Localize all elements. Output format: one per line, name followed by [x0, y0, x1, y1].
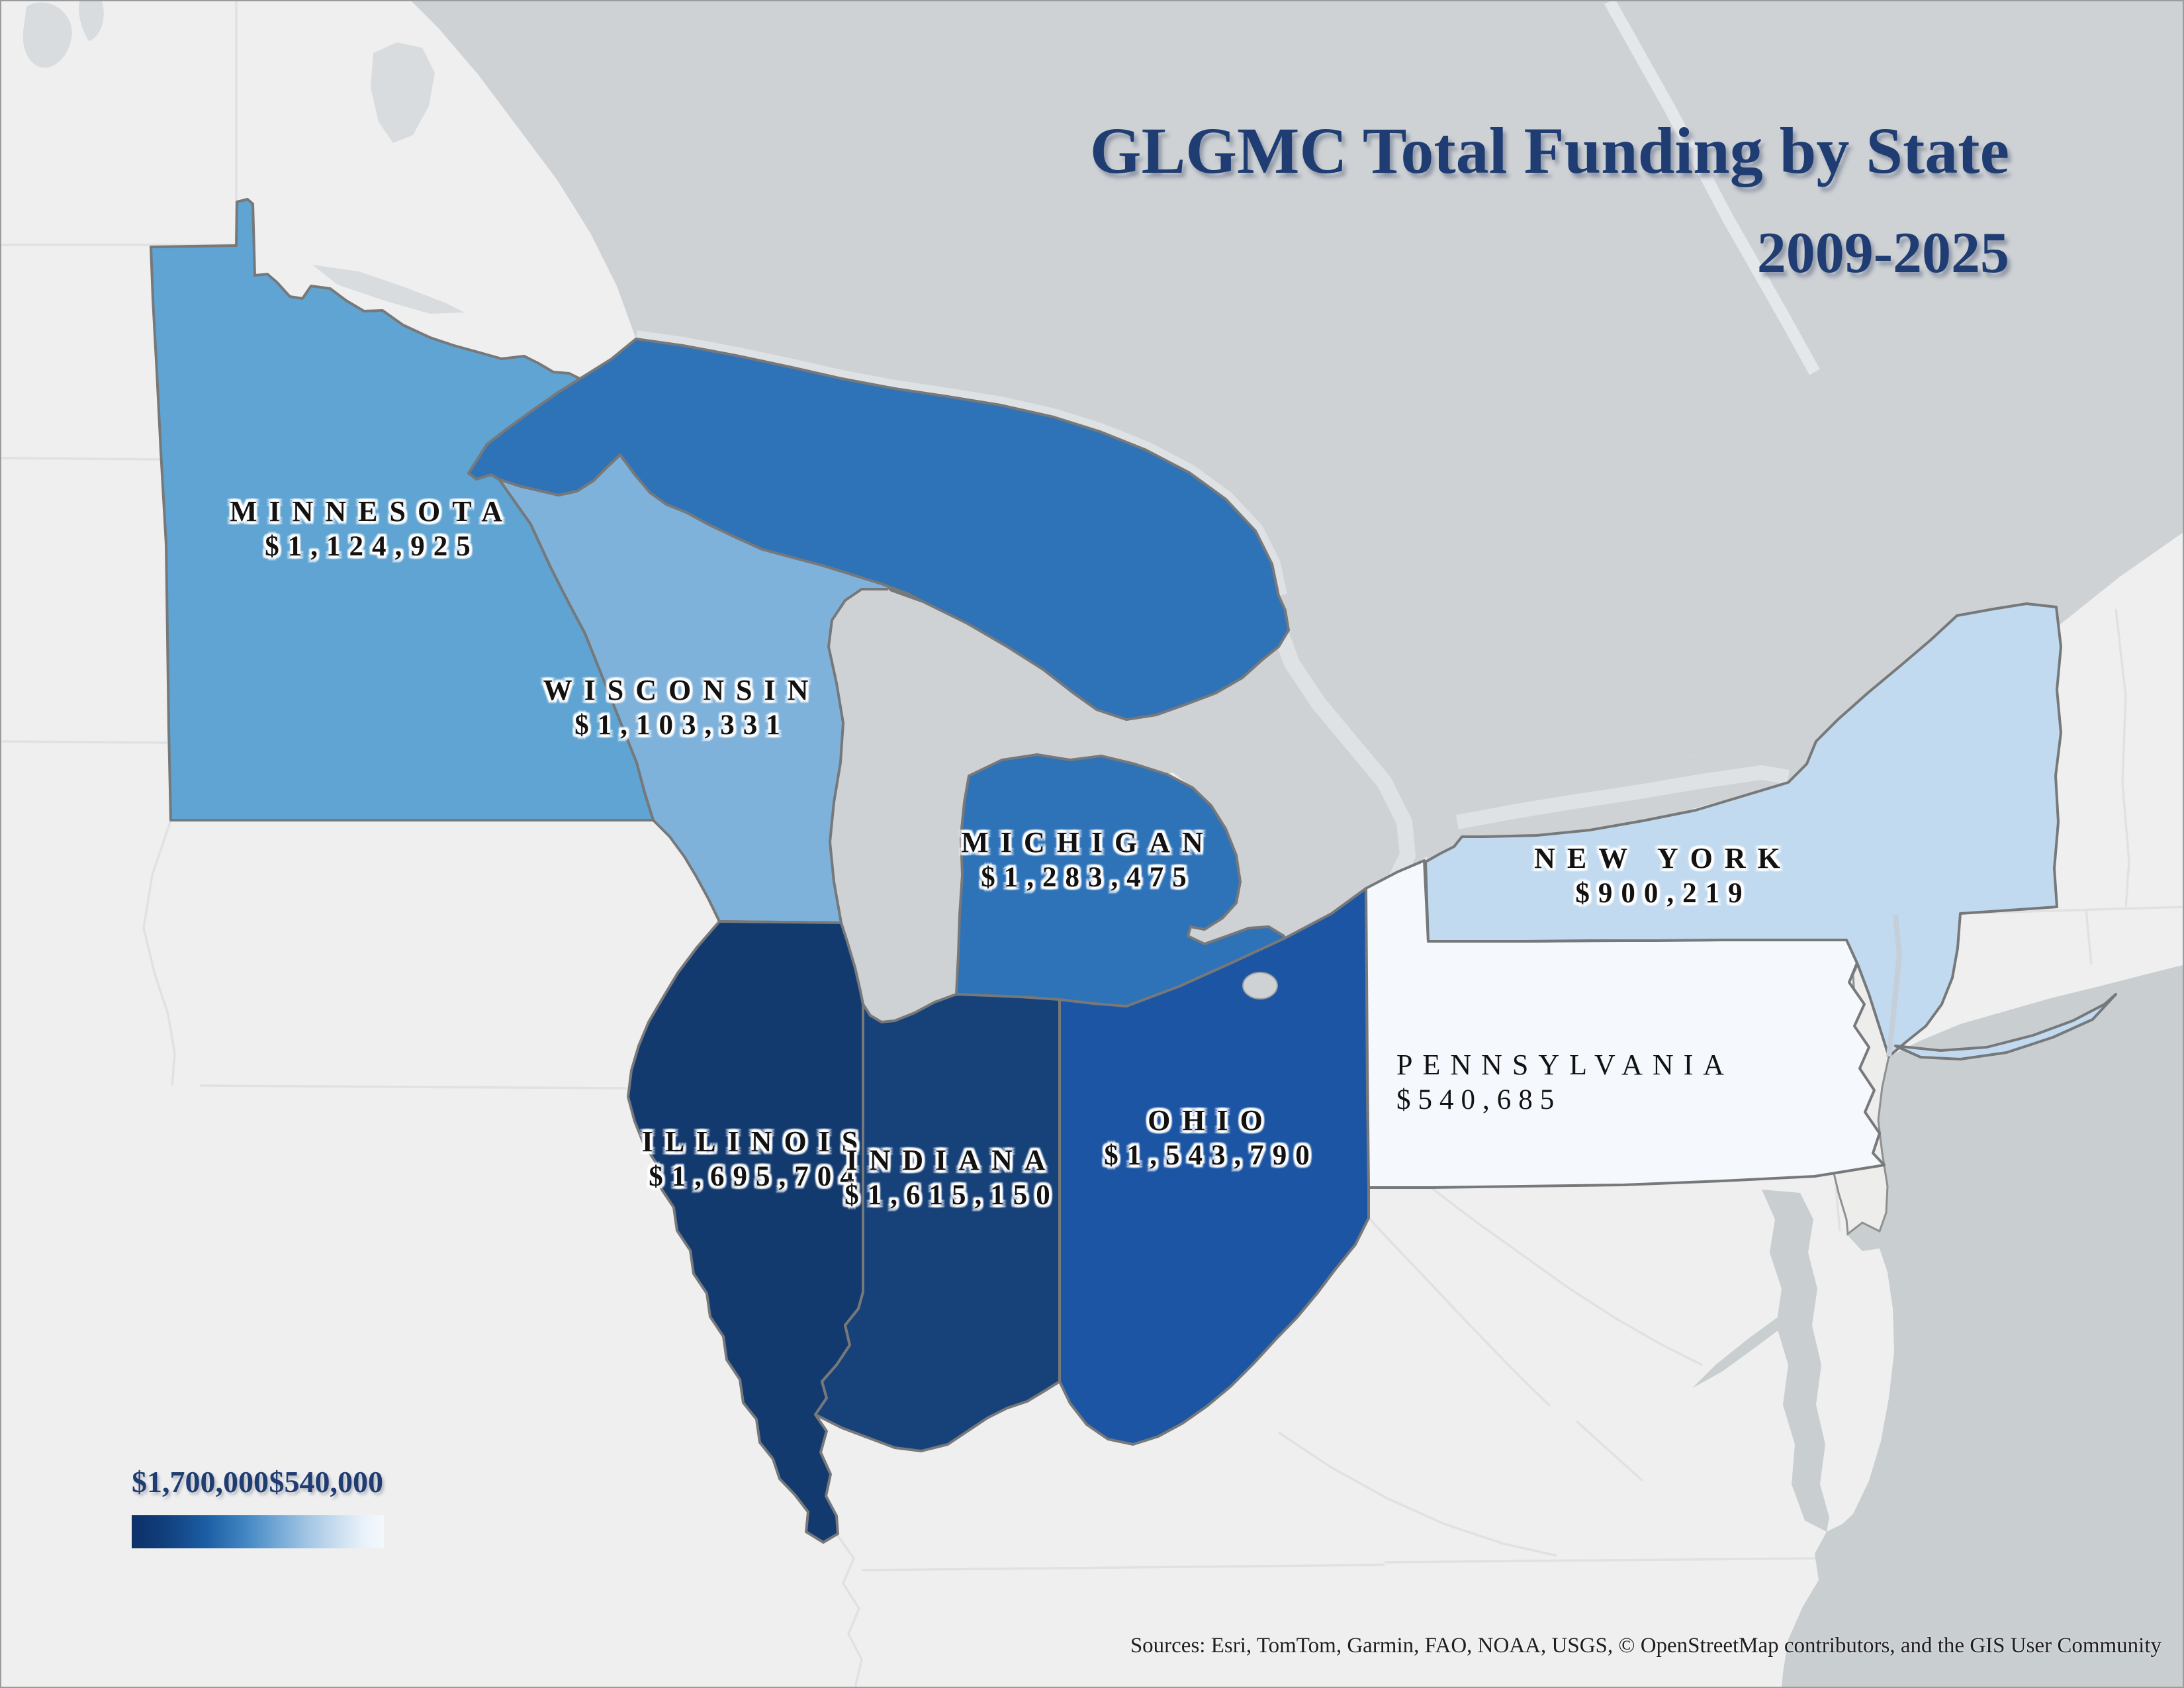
rainy-lakes [312, 265, 465, 314]
sources-attribution: Sources: Esri, TomTom, Garmin, FAO, NOAA… [1130, 1634, 2161, 1658]
state-funding-value: $1,543,790 [1104, 1140, 1318, 1171]
state-name: NEW YORK [1534, 842, 1792, 874]
state-name: OHIO [1148, 1104, 1275, 1137]
canada-landmass [412, 1, 2183, 1002]
state-label-indiana: INDIANA $1,615,150 [844, 1144, 1059, 1211]
state-name: MINNESOTA [229, 495, 515, 528]
chesapeake-bay [1762, 1190, 1829, 1532]
state-funding-value: $1,124,925 [265, 531, 479, 562]
legend-gradient-bar [132, 1515, 384, 1548]
state-funding-value: $1,103,331 [574, 710, 789, 741]
state-shape-ohio [1058, 887, 1370, 1446]
potomac-river [1692, 1315, 1785, 1388]
state-shape-new-york [1424, 602, 2062, 1058]
state-label-michigan: MICHIGAN $1,283,475 [961, 826, 1215, 894]
legend-min-label: $540,000 [269, 1465, 384, 1499]
state-label-minnesota: MINNESOTA $1,124,925 [230, 495, 514, 563]
green-bay [888, 589, 941, 690]
legend-max-label: $1,700,000 [132, 1465, 269, 1499]
lake-huron [1126, 660, 1530, 960]
state-label-illinois: ILLINOIS $1,695,704 [642, 1125, 870, 1193]
isle-royale [782, 362, 855, 380]
state-name: WISCONSIN [543, 674, 821, 706]
state-shape-indiana [814, 993, 1061, 1452]
map-subtitle-years: 2009-2025 [1756, 221, 2009, 285]
state-label-new-york: NEW YORK $900,219 [1534, 842, 1792, 910]
state-shape-michigan-upper [467, 338, 1290, 721]
state-funding-value: $540,685 [1396, 1084, 1562, 1115]
hudson-river [1886, 914, 1903, 1057]
state-funding-value: $1,615,150 [844, 1180, 1059, 1211]
state-funding-value: $900,219 [1575, 878, 1751, 909]
lake-of-the-woods [371, 42, 435, 143]
state-name: MICHIGAN [961, 826, 1215, 859]
lake-michigan [829, 589, 1173, 1022]
map-title: GLGMC Total Funding by State [1089, 114, 2009, 187]
state-name: ILLINOIS [641, 1125, 870, 1158]
long-island [1894, 993, 2117, 1060]
state-label-pennsylvania: PENNSYLVANIA $540,685 [1396, 1049, 1734, 1116]
choropleth-states [150, 198, 2117, 1544]
canada-small-lakes [23, 1, 465, 314]
state-name: PENNSYLVANIA [1396, 1049, 1735, 1081]
state-label-ohio: OHIO $1,543,790 [1104, 1104, 1318, 1172]
lake-st-clair [1242, 972, 1278, 1000]
state-name: INDIANA [846, 1144, 1058, 1176]
state-label-wisconsin: WISCONSIN $1,103,331 [543, 674, 821, 741]
state-funding-value: $1,283,475 [981, 862, 1195, 893]
state-funding-value: $1,695,704 [649, 1161, 863, 1192]
